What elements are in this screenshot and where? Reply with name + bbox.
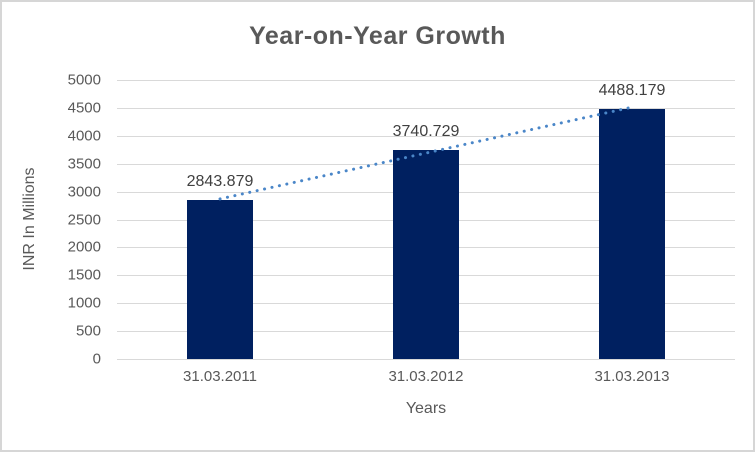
y-tick-label: 2500	[67, 211, 101, 228]
y-tick-label: 0	[92, 350, 101, 368]
chart-title: Year-on-Year Growth	[249, 22, 506, 50]
x-tick-label: 31.03.2013	[594, 368, 670, 385]
bar	[393, 150, 459, 359]
y-tick-label: 3000	[67, 183, 101, 201]
y-tick-label: 4500	[67, 99, 101, 117]
y-tick-label: 2000	[67, 238, 101, 256]
x-tick-label: 31.03.2011	[183, 368, 257, 385]
gridline	[117, 135, 735, 137]
plot-area: 2843.879 3740.729 4488.179	[117, 80, 735, 360]
y-tick-label: 5000	[67, 71, 101, 89]
x-tick-label: 31.03.2012	[388, 368, 464, 385]
trendline	[218, 105, 634, 201]
bar-value-label: 3740.729	[392, 123, 460, 141]
y-tick-label: 4000	[67, 127, 101, 145]
y-tick-label: 3500	[67, 155, 101, 173]
y-tick-label: 1000	[67, 294, 101, 312]
bar-value-label: 2843.879	[186, 173, 254, 191]
gridline	[117, 107, 735, 109]
y-tick-label: 1500	[67, 266, 101, 284]
bar-value-label: 4488.179	[598, 81, 666, 99]
y-tick-label: 500	[75, 322, 101, 340]
x-axis-title: Years	[405, 400, 447, 417]
gridline	[117, 80, 735, 81]
bar	[187, 200, 253, 359]
gridline	[117, 359, 735, 360]
bar	[599, 108, 665, 359]
